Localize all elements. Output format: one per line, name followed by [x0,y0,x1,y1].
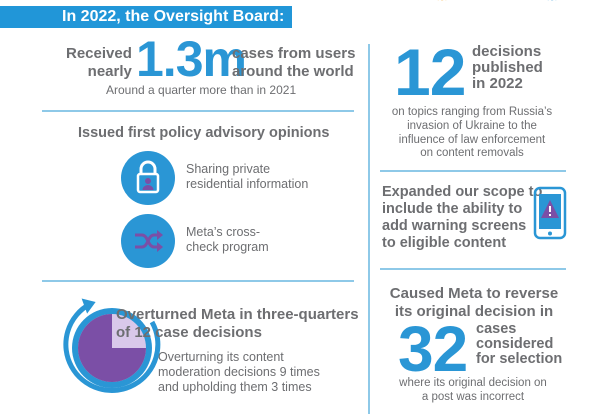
advisory-title: Issued first policy advisory opinions [78,125,330,141]
divider [380,268,566,270]
reverse-title: Caused Meta to reverse its original deci… [389,285,559,320]
advisory-item-label: Sharing private residential information [186,162,309,191]
decisions-note: on topics ranging from Russia’s invasion… [391,106,553,160]
lock-user-icon [121,151,175,205]
decisions-label: decisions published in 2022 [472,43,543,92]
divider [42,280,354,282]
reverse-number: 32 [398,313,468,385]
decisions-number: 12 [394,35,466,109]
divider [42,110,354,112]
overturned-pie-slice [78,314,146,382]
page-title: In 2022, the Oversight Board: [62,8,285,25]
decorative-arcs [437,0,557,1]
reverse-note: where its original decision on a post wa… [399,377,547,403]
overturned-note: Overturning its content moderation decis… [158,350,320,394]
header-bar [0,6,292,28]
divider [368,44,370,414]
cases-note: Around a quarter more than in 2021 [106,83,297,97]
scope-text: Expanded our scope to include the abilit… [382,184,543,251]
divider [380,170,566,172]
cases-number: 1.3m [136,31,247,87]
shuffle-arrows-icon [121,214,175,268]
cases-prefix: Received nearly [66,45,132,80]
phone-warning-icon [533,186,567,245]
advisory-item-label: Meta’s cross- check program [186,225,269,254]
cases-suffix: cases from users around the world [232,45,356,80]
reverse-label: cases considered for selection [476,321,563,368]
overturned-title: Overturned Meta in three-quarters of 12 … [116,306,359,341]
overturned-pie-icon [63,298,161,393]
